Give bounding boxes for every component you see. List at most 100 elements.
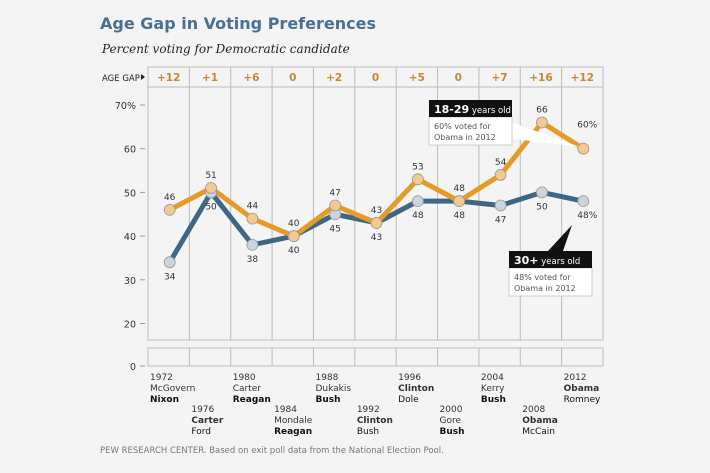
republican-candidate: Romney — [564, 395, 601, 405]
data-label: 48 — [454, 184, 466, 194]
data-point — [370, 217, 383, 229]
callout-30plus-title: 30+ years old — [514, 254, 580, 267]
data-label: 48 — [454, 211, 466, 221]
republican-candidate: McCain — [522, 427, 555, 437]
age-gap-value: 0 — [372, 72, 379, 84]
data-point — [411, 195, 424, 208]
republican-candidate: Ford — [191, 427, 211, 437]
data-label: 44 — [247, 202, 259, 212]
election-year: 2004 — [481, 373, 504, 383]
callout-18-29-title: 18-29 years old — [434, 103, 511, 116]
democratic-candidate: McGovern — [150, 384, 195, 394]
data-label: 48 — [412, 211, 424, 221]
data-point — [411, 173, 424, 186]
republican-candidate: Bush — [315, 395, 340, 405]
election-year: 2000 — [440, 405, 463, 415]
data-point — [494, 169, 507, 181]
republican-candidate: Bush — [357, 427, 379, 437]
election-year: 2008 — [522, 405, 545, 415]
data-label: 66 — [536, 105, 548, 115]
data-label: 43 — [371, 206, 382, 216]
callout-18-29-header — [429, 100, 512, 117]
data-label: 43 — [371, 233, 382, 243]
chart-title: Age Gap in Voting Preferences — [100, 14, 376, 33]
democratic-candidate: Kerry — [481, 384, 505, 394]
data-point — [246, 212, 259, 225]
callout-30plus-body — [508, 267, 593, 297]
democratic-candidate: Obama — [522, 416, 558, 426]
election-year: 1996 — [398, 373, 421, 383]
age-gap-value: +1 — [202, 72, 218, 84]
age-gap-arrow-icon — [141, 74, 145, 80]
age-gap-value: +12 — [571, 72, 594, 84]
democratic-candidate: Clinton — [398, 384, 434, 394]
election-year: 2012 — [564, 373, 587, 383]
callout-18-29-body — [428, 116, 513, 146]
callout-18-29-line1: 60% voted for — [434, 122, 491, 131]
data-label: 53 — [412, 162, 423, 172]
republican-candidate: Dole — [398, 395, 419, 405]
age-gap-value: +6 — [243, 72, 259, 84]
election-year: 1988 — [315, 373, 338, 383]
data-point — [494, 199, 507, 212]
y-tick-label: 70% — [115, 101, 136, 112]
republican-candidate: Bush — [440, 427, 465, 437]
democratic-candidate: Clinton — [357, 416, 393, 426]
democratic-candidate: Gore — [440, 416, 462, 426]
data-label: 40 — [288, 246, 300, 256]
age-gap-value: +2 — [326, 72, 342, 84]
y-tick-label: 50 — [124, 188, 136, 199]
zero-frame — [147, 347, 604, 367]
y-tick-label: 30 — [124, 276, 136, 287]
democratic-candidate: Obama — [564, 384, 600, 394]
data-label: 34 — [164, 272, 176, 282]
data-label: 51 — [205, 171, 216, 181]
age-gap-value: +12 — [157, 72, 180, 84]
election-year: 1984 — [274, 405, 297, 415]
data-point — [163, 203, 176, 216]
data-label: 45 — [329, 224, 340, 234]
callout-18-29-pointer — [505, 120, 580, 147]
callout-18-29-line2: Obama in 2012 — [434, 133, 496, 142]
data-label: 40 — [288, 219, 300, 229]
data-label: 47 — [329, 189, 340, 199]
data-label: 47 — [495, 216, 506, 226]
democratic-candidate: Carter — [233, 384, 262, 394]
y-tick-label: 40 — [124, 232, 136, 243]
y-tick-label: 60 — [124, 145, 136, 156]
data-point — [246, 238, 259, 251]
democratic-candidate: Carter — [191, 416, 224, 426]
data-label: 38 — [247, 255, 259, 265]
y-tick-label: 0 — [130, 362, 136, 373]
data-point — [163, 256, 176, 269]
age-gap-value: +16 — [529, 72, 552, 84]
callout-30plus-header — [509, 251, 592, 268]
callout-30plus-line1: 48% voted for — [514, 273, 571, 282]
plot-frame — [147, 86, 604, 341]
election-year: 1980 — [233, 373, 256, 383]
data-point — [329, 199, 342, 212]
data-point — [287, 230, 300, 243]
data-point — [577, 142, 590, 155]
data-point — [536, 116, 548, 129]
republican-candidate: Nixon — [150, 395, 179, 405]
data-label: 50 — [205, 202, 217, 212]
data-point — [577, 195, 590, 208]
data-label: 46 — [164, 193, 176, 203]
data-label: 54 — [495, 158, 507, 168]
data-label: 48% — [577, 211, 597, 221]
republican-candidate: Bush — [481, 395, 506, 405]
source-note: PEW RESEARCH CENTER. Based on exit poll … — [100, 446, 444, 456]
republican-candidate: Reagan — [274, 427, 312, 437]
democratic-candidate: Dukakis — [315, 384, 351, 394]
y-tick-label: 20 — [124, 320, 136, 331]
election-year: 1972 — [150, 373, 173, 383]
data-label: 50 — [536, 202, 548, 212]
election-year: 1976 — [191, 405, 214, 415]
democratic-candidate: Mondale — [274, 416, 313, 426]
callout-30plus-pointer — [548, 225, 572, 251]
age-gap-label: AGE GAP — [102, 74, 140, 84]
data-point — [205, 182, 217, 194]
election-year: 1992 — [357, 405, 380, 415]
